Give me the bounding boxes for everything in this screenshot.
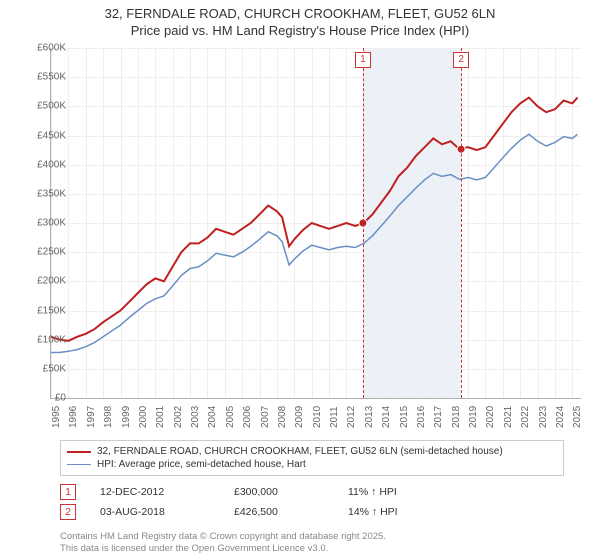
ytick: £300K bbox=[20, 218, 66, 229]
xtick: 2015 bbox=[399, 406, 410, 428]
xtick: 1995 bbox=[51, 406, 62, 428]
legend-label-price: 32, FERNDALE ROAD, CHURCH CROOKHAM, FLEE… bbox=[97, 446, 503, 457]
xtick: 2001 bbox=[155, 406, 166, 428]
xtick: 2024 bbox=[555, 406, 566, 428]
xtick: 1999 bbox=[121, 406, 132, 428]
ytick: £550K bbox=[20, 72, 66, 83]
series-hpi bbox=[51, 134, 578, 352]
ytick: £0 bbox=[20, 393, 66, 404]
xtick: 2008 bbox=[277, 406, 288, 428]
xtick: 2005 bbox=[225, 406, 236, 428]
xtick: 2019 bbox=[468, 406, 479, 428]
marker-label: 1 bbox=[355, 52, 371, 68]
sale-diff-1: 11% ↑ HPI bbox=[348, 486, 438, 498]
ytick: £500K bbox=[20, 101, 66, 112]
legend-label-hpi: HPI: Average price, semi-detached house,… bbox=[97, 459, 306, 470]
chart-area: 12 1995199619971998199920002001200220032… bbox=[50, 48, 581, 399]
xtick: 2025 bbox=[572, 406, 583, 428]
xtick: 2014 bbox=[381, 406, 392, 428]
xtick: 2009 bbox=[294, 406, 305, 428]
xtick: 2023 bbox=[538, 406, 549, 428]
ytick: £100K bbox=[20, 334, 66, 345]
xtick: 2000 bbox=[138, 406, 149, 428]
xtick: 2007 bbox=[260, 406, 271, 428]
xtick: 1996 bbox=[68, 406, 79, 428]
xtick: 1997 bbox=[86, 406, 97, 428]
footer-line-2: This data is licensed under the Open Gov… bbox=[60, 543, 386, 554]
legend-row-hpi: HPI: Average price, semi-detached house,… bbox=[67, 458, 557, 471]
xtick: 2022 bbox=[520, 406, 531, 428]
footer-line-1: Contains HM Land Registry data © Crown c… bbox=[60, 531, 386, 542]
xtick: 2012 bbox=[346, 406, 357, 428]
xtick: 2004 bbox=[207, 406, 218, 428]
xtick: 2003 bbox=[190, 406, 201, 428]
ytick: £150K bbox=[20, 305, 66, 316]
sale-date-2: 03-AUG-2018 bbox=[100, 506, 210, 518]
ytick: £450K bbox=[20, 130, 66, 141]
xtick: 2010 bbox=[312, 406, 323, 428]
ytick: £200K bbox=[20, 276, 66, 287]
title-line-1: 32, FERNDALE ROAD, CHURCH CROOKHAM, FLEE… bbox=[0, 6, 600, 23]
xtick: 2018 bbox=[451, 406, 462, 428]
xtick: 2013 bbox=[364, 406, 375, 428]
sale-idx-2: 2 bbox=[60, 504, 76, 520]
sale-dots bbox=[359, 145, 465, 227]
sale-idx-1: 1 bbox=[60, 484, 76, 500]
ytick: £350K bbox=[20, 188, 66, 199]
title-line-2: Price paid vs. HM Land Registry's House … bbox=[0, 23, 600, 40]
xtick: 2011 bbox=[329, 406, 340, 428]
sale-diff-2: 14% ↑ HPI bbox=[348, 506, 438, 518]
legend: 32, FERNDALE ROAD, CHURCH CROOKHAM, FLEE… bbox=[60, 440, 564, 476]
xtick: 2016 bbox=[416, 406, 427, 428]
legend-row-price: 32, FERNDALE ROAD, CHURCH CROOKHAM, FLEE… bbox=[67, 445, 557, 458]
xtick: 1998 bbox=[103, 406, 114, 428]
sale-date-1: 12-DEC-2012 bbox=[100, 486, 210, 498]
ytick: £50K bbox=[20, 363, 66, 374]
chart-title: 32, FERNDALE ROAD, CHURCH CROOKHAM, FLEE… bbox=[0, 0, 600, 40]
legend-swatch-price bbox=[67, 451, 91, 453]
xtick: 2017 bbox=[433, 406, 444, 428]
footer: Contains HM Land Registry data © Crown c… bbox=[60, 531, 386, 554]
ytick: £400K bbox=[20, 159, 66, 170]
series-price-paid bbox=[51, 98, 578, 341]
ytick: £250K bbox=[20, 247, 66, 258]
marker-label: 2 bbox=[453, 52, 469, 68]
sale-price-2: £426,500 bbox=[234, 506, 324, 518]
xtick: 2020 bbox=[485, 406, 496, 428]
sale-price-1: £300,000 bbox=[234, 486, 324, 498]
ytick: £600K bbox=[20, 43, 66, 54]
sale-rows: 1 12-DEC-2012 £300,000 11% ↑ HPI 2 03-AU… bbox=[60, 484, 438, 524]
sale-row-1: 1 12-DEC-2012 £300,000 11% ↑ HPI bbox=[60, 484, 438, 500]
xtick: 2006 bbox=[242, 406, 253, 428]
xtick: 2002 bbox=[173, 406, 184, 428]
sale-row-2: 2 03-AUG-2018 £426,500 14% ↑ HPI bbox=[60, 504, 438, 520]
xtick: 2021 bbox=[503, 406, 514, 428]
legend-swatch-hpi bbox=[67, 464, 91, 465]
chart-lines bbox=[51, 48, 581, 398]
